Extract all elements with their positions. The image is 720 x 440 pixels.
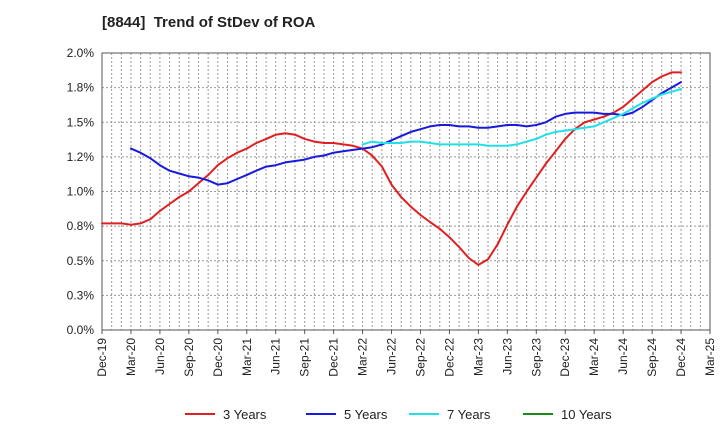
x-tick-label: Sep-24 [645,338,659,377]
x-tick-label: Sep-23 [529,338,543,377]
legend-label: 7 Years [447,407,491,422]
series-line-7-years [361,88,682,147]
series-line-3-years [101,71,682,266]
y-tick-label: 0.0% [67,323,95,337]
y-tick-label: 1.2% [67,150,95,164]
y-tick-label: 2.0% [67,46,95,60]
x-tick-label: Jun-22 [385,338,399,375]
x-tick-label: Mar-25 [703,338,717,376]
y-tick-label: 1.8% [67,81,95,95]
x-tick-label: Sep-20 [182,338,196,377]
x-tick-label: Jun-23 [500,338,514,375]
x-tick-label: Dec-24 [674,338,688,377]
x-tick-label: Dec-23 [558,338,572,377]
legend-label: 10 Years [561,407,612,422]
x-tick-label: Mar-22 [356,338,370,376]
x-tick-label: Mar-24 [587,338,601,376]
y-tick-label: 1.0% [67,185,95,199]
y-tick-label: 1.5% [67,115,95,129]
y-tick-label: 0.5% [67,254,95,268]
y-tick-label: 0.3% [67,288,95,302]
x-tick-label: Sep-22 [413,338,427,377]
x-tick-label: Jun-20 [153,338,167,375]
series-line-5-years [130,81,682,186]
y-tick-label: 0.8% [67,219,95,233]
plot-border [101,52,711,331]
x-tick-label: Dec-22 [442,338,456,377]
chart-title: [8844] Trend of StDev of ROA [102,14,316,31]
x-tick-label: Sep-21 [298,338,312,377]
x-tick-label: Jun-24 [616,338,630,375]
x-tick-label: Mar-20 [124,338,138,376]
legend-label: 5 Years [344,407,388,422]
x-tick-label: Mar-23 [471,338,485,376]
x-tick-label: Dec-20 [211,338,225,377]
x-tick-label: Jun-21 [269,338,283,375]
x-tick-label: Dec-21 [327,338,341,377]
x-tick-label: Mar-21 [240,338,254,376]
x-tick-label: Dec-19 [95,338,109,377]
legend-label: 3 Years [223,407,267,422]
